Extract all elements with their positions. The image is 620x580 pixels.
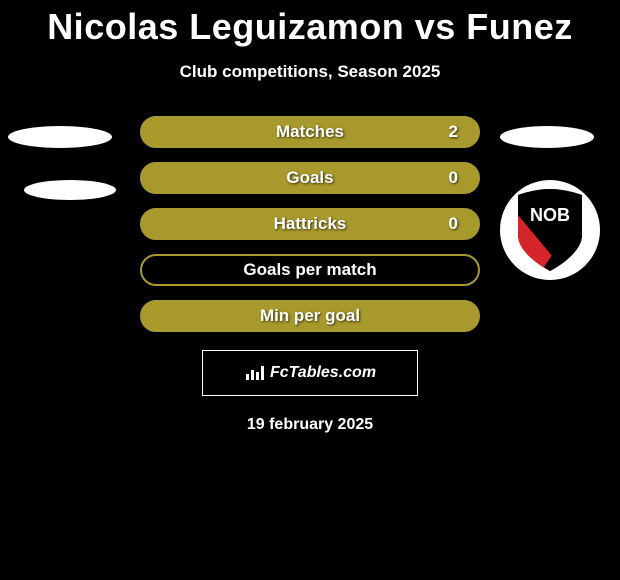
stat-row: Goals 0 <box>140 162 480 194</box>
stat-label: Matches <box>276 122 344 142</box>
team-badge-right: NOB <box>500 180 600 280</box>
watermark: FcTables.com <box>202 350 418 396</box>
stat-label: Goals <box>286 168 333 188</box>
stat-row: Matches 2 <box>140 116 480 148</box>
decor-ellipse-right-1 <box>500 126 594 148</box>
shield-icon: NOB <box>510 185 590 275</box>
decor-ellipse-left-1 <box>8 126 112 148</box>
page-title: Nicolas Leguizamon vs Funez <box>0 0 620 48</box>
stat-label: Goals per match <box>243 260 376 280</box>
stats-panel: Matches 2 Goals 0 Hattricks 0 Goals per … <box>140 116 480 332</box>
decor-ellipse-left-2 <box>24 180 116 200</box>
footer-date: 19 february 2025 <box>0 416 620 434</box>
stat-value: 0 <box>449 168 458 188</box>
bar-chart-icon <box>244 364 266 382</box>
stat-row: Goals per match <box>140 254 480 286</box>
stat-row: Hattricks 0 <box>140 208 480 240</box>
page-subtitle: Club competitions, Season 2025 <box>0 62 620 82</box>
watermark-text: FcTables.com <box>270 364 376 382</box>
stat-row: Min per goal <box>140 300 480 332</box>
stat-value: 0 <box>449 214 458 234</box>
stat-value: 2 <box>449 122 458 142</box>
stat-label: Hattricks <box>274 214 347 234</box>
badge-text: NOB <box>530 205 570 225</box>
stat-label: Min per goal <box>260 306 360 326</box>
